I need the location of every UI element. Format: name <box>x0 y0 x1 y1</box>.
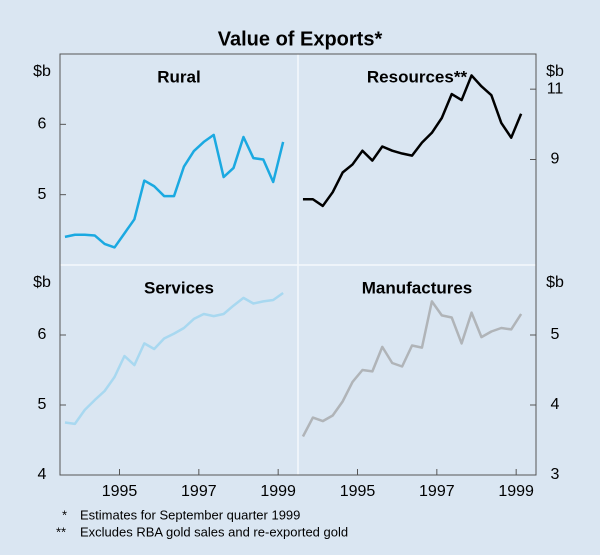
y-tick-label: 3 <box>551 466 560 483</box>
series-line <box>301 300 523 438</box>
x-tick-label: 1995 <box>340 483 376 500</box>
panel-title: Services <box>144 278 214 297</box>
series-line <box>64 291 284 426</box>
panel-title: Resources** <box>367 67 468 86</box>
y-axis-label: $b <box>546 63 564 80</box>
note-marker: * <box>62 507 67 522</box>
note-marker: ** <box>56 524 66 539</box>
y-axis-label: $b <box>33 274 51 291</box>
note: Estimates for September quarter 1999 <box>80 507 300 522</box>
y-tick-label: 4 <box>551 396 560 413</box>
x-tick-label: 1997 <box>419 483 455 500</box>
chart-title: Value of Exports* <box>218 28 383 50</box>
y-axis-label: $b <box>546 274 564 291</box>
panel-title: Manufactures <box>362 278 473 297</box>
y-tick-label: 11 <box>547 80 564 97</box>
series-line <box>302 74 523 208</box>
panel-title: Rural <box>157 67 200 86</box>
x-tick-label: 1997 <box>181 483 217 500</box>
series-line <box>64 133 285 249</box>
note: Excludes RBA gold sales and re-exported … <box>80 524 348 539</box>
y-axis-label: $b <box>33 63 51 80</box>
y-tick-label: 6 <box>38 326 47 343</box>
x-tick-label: 1995 <box>102 483 138 500</box>
y-tick-label: 5 <box>38 186 47 203</box>
plot-frame <box>59 53 537 476</box>
y-tick-label: 9 <box>551 151 560 168</box>
x-tick-label: 1999 <box>498 483 534 500</box>
y-tick-label: 5 <box>551 326 560 343</box>
y-tick-label: 5 <box>38 396 47 413</box>
y-tick-label: 6 <box>38 116 47 133</box>
y-tick-label: 4 <box>38 466 47 483</box>
x-tick-label: 1999 <box>260 483 296 500</box>
